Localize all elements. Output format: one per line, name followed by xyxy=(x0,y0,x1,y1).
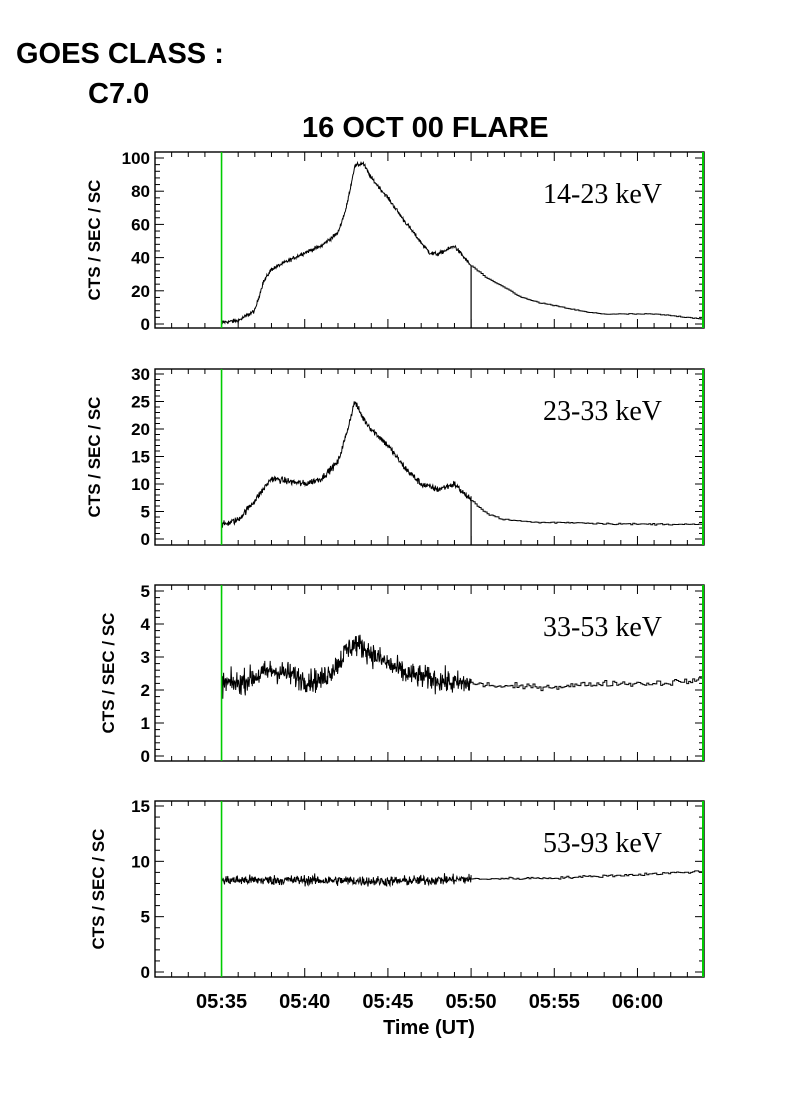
x-tick-label: 05:50 xyxy=(446,991,497,1013)
y-tick-label: 0 xyxy=(141,315,150,334)
y-tick-label: 10 xyxy=(131,475,150,494)
y-tick-label: 5 xyxy=(141,582,150,601)
panel-14-23-kev: 0 20 40 60 80 100 CTS / SEC / SC 14-23 keV xyxy=(85,149,705,334)
y-axis-label: CTS / SEC / SC xyxy=(99,613,118,734)
y-tick-label: 80 xyxy=(131,182,150,201)
x-tick-label: 06:00 xyxy=(612,991,663,1013)
y-tick-label: 4 xyxy=(141,615,151,634)
y-tick-label: 2 xyxy=(141,681,150,700)
y-tick-label: 25 xyxy=(131,393,150,412)
y-tick-label: 1 xyxy=(141,714,150,733)
energy-band-label: 14-23 keV xyxy=(543,179,662,210)
lightcurve-line xyxy=(221,870,704,888)
energy-band-label: 23-33 keV xyxy=(543,396,662,427)
y-axis-label: CTS / SEC / SC xyxy=(89,829,108,950)
y-tick-label: 0 xyxy=(141,963,150,982)
lightcurve-line xyxy=(221,401,703,529)
energy-band-label: 53-93 keV xyxy=(543,828,662,859)
y-tick-label: 0 xyxy=(141,747,150,766)
y-tick-label: 100 xyxy=(122,149,150,168)
y-tick-label: 20 xyxy=(131,420,150,439)
energy-band-label: 33-53 keV xyxy=(543,612,662,643)
panel-23-33-kev: 0 5 10 15 20 25 30 CTS / SEC / SC 23-33 keV xyxy=(85,365,705,549)
y-axis-label: CTS / SEC / SC xyxy=(85,180,104,301)
y-tick-label: 3 xyxy=(141,648,150,667)
y-tick-label: 5 xyxy=(141,908,150,927)
y-tick-label: 60 xyxy=(131,215,150,234)
x-tick-label: 05:40 xyxy=(279,991,330,1013)
panel-33-53-kev: 0 1 2 3 4 5 CTS / SEC / SC 33-53 keV xyxy=(99,582,705,766)
lightcurve-line xyxy=(221,160,704,325)
y-tick-label: 15 xyxy=(131,448,150,467)
lightcurve-line xyxy=(221,634,704,699)
y-axis-label: CTS / SEC / SC xyxy=(85,397,104,518)
y-tick-label: 20 xyxy=(131,282,150,301)
y-tick-label: 40 xyxy=(131,249,150,268)
goes-class-label: GOES CLASS : xyxy=(16,38,224,70)
y-tick-label: 15 xyxy=(131,797,150,816)
y-tick-label: 0 xyxy=(141,530,150,549)
y-tick-label: 5 xyxy=(141,503,150,522)
chart-title: 16 OCT 00 FLARE xyxy=(302,112,549,144)
x-tick-label: 05:45 xyxy=(362,991,413,1013)
panel-53-93-kev: 0 5 10 15 CTS / SEC / SC 53-93 keV 05:35 05:40 0… xyxy=(89,797,705,1039)
y-tick-label: 10 xyxy=(131,852,150,871)
goes-class-value: C7.0 xyxy=(88,78,150,110)
x-axis-label: Time (UT) xyxy=(383,1017,475,1039)
x-tick-label: 05:55 xyxy=(529,991,580,1013)
x-tick-label: 05:35 xyxy=(196,991,247,1013)
y-tick-label: 30 xyxy=(131,365,150,384)
